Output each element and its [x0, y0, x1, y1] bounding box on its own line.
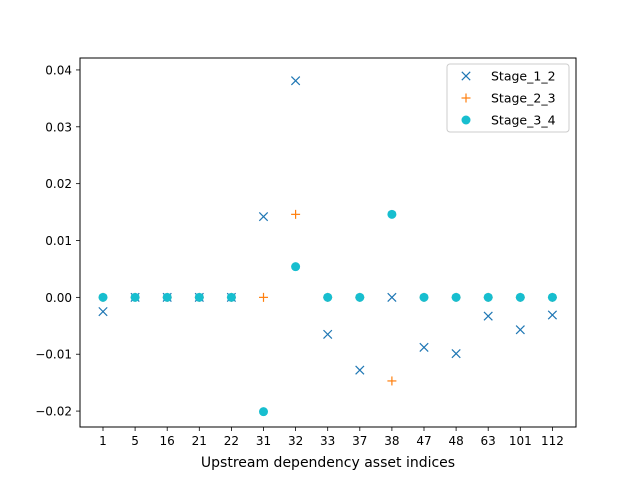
data-point — [355, 365, 365, 375]
legend-entry: Stage_2_3 — [461, 91, 556, 106]
legend-label: Stage_1_2 — [491, 69, 556, 84]
data-point — [162, 292, 172, 302]
series-Stage_3_4 — [98, 209, 557, 417]
x-tick-label: 38 — [384, 434, 399, 448]
x-tick-label: 22 — [224, 434, 239, 448]
data-point — [258, 212, 269, 222]
legend-marker — [461, 93, 471, 103]
data-point — [483, 311, 493, 321]
data-point — [483, 292, 493, 302]
data-point — [547, 292, 557, 302]
y-tick-label: 0.00 — [45, 291, 72, 305]
data-point — [515, 292, 525, 302]
x-axis-label: Upstream dependency asset indices — [201, 455, 455, 471]
x-tick-label: 33 — [320, 434, 335, 448]
data-point — [387, 292, 397, 302]
data-point — [290, 76, 301, 86]
data-point — [419, 292, 429, 302]
data-point — [98, 306, 108, 317]
data-point — [226, 292, 236, 302]
x-tick-label: 32 — [288, 434, 303, 448]
x-tick-label: 47 — [416, 434, 431, 448]
x-tick-label: 37 — [352, 434, 367, 448]
legend-label: Stage_3_4 — [491, 113, 556, 128]
data-point — [387, 209, 397, 219]
data-point — [515, 325, 525, 335]
data-point — [98, 292, 108, 302]
data-point — [451, 292, 461, 302]
data-point — [291, 262, 301, 272]
legend-entry: Stage_3_4 — [461, 113, 556, 128]
data-point — [323, 329, 333, 339]
y-axis: −0.02 −0.01 0.00 0.01 0.02 0.03 0.04 — [35, 63, 80, 419]
data-point — [259, 407, 268, 417]
x-tick-label: 63 — [481, 434, 496, 448]
y-tick-label: −0.01 — [35, 348, 72, 362]
legend: Stage_1_2 Stage_2_3 Stage_3_4 — [446, 63, 570, 133]
data-point — [194, 292, 204, 302]
legend-marker — [461, 115, 471, 125]
data-point — [355, 292, 365, 302]
data-point — [130, 292, 140, 302]
data-point — [387, 376, 397, 386]
data-point — [451, 349, 461, 359]
data-point — [259, 292, 268, 302]
data-point — [323, 292, 333, 302]
data-point — [291, 209, 301, 219]
legend-marker — [461, 71, 471, 81]
x-tick-label: 5 — [131, 434, 139, 448]
legend-frame — [446, 63, 570, 133]
y-tick-label: 0.01 — [45, 234, 72, 248]
x-tick-label: 48 — [448, 434, 463, 448]
data-point — [419, 342, 429, 353]
x-axis: 1 5 16 21 22 31 32 33 37 38 47 48 63 101 112 — [99, 427, 564, 448]
x-tick-label: 16 — [160, 434, 175, 448]
x-tick-label: 31 — [256, 434, 271, 448]
legend-entry: Stage_1_2 — [461, 69, 556, 84]
x-tick-label: 112 — [541, 434, 564, 448]
x-tick-label: 101 — [509, 434, 532, 448]
x-tick-label: 21 — [192, 434, 207, 448]
y-tick-label: −0.02 — [35, 405, 72, 419]
data-point — [547, 310, 558, 320]
y-tick-label: 0.02 — [45, 177, 72, 191]
y-tick-label: 0.03 — [45, 120, 72, 134]
x-tick-label: 1 — [99, 434, 107, 448]
y-tick-label: 0.04 — [45, 63, 72, 77]
legend-label: Stage_2_3 — [491, 91, 556, 106]
chart-marks — [98, 76, 558, 417]
